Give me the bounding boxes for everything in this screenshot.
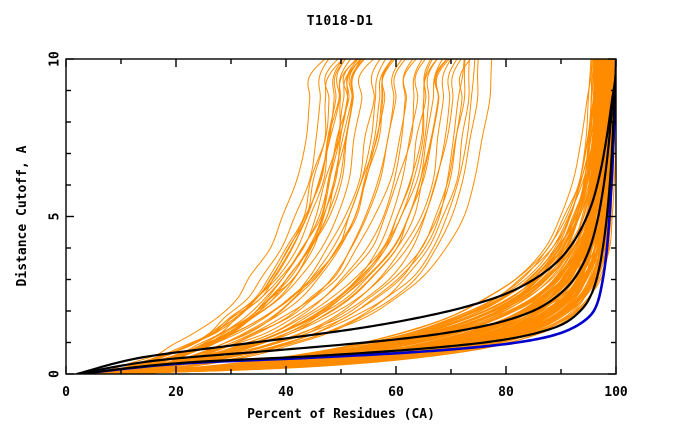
x-tick-label: 40 (278, 385, 294, 400)
page-title: T1018-D1 (306, 14, 374, 29)
prediction-curve (96, 59, 605, 374)
axes-group: 0 20 40 60 80 100 0 5 10 (48, 51, 628, 400)
reference-curve-reference-black-3 (75, 59, 616, 374)
prediction-curve (110, 59, 476, 374)
prediction-curves-group (75, 59, 616, 374)
prediction-curve (108, 59, 472, 374)
prediction-curve (90, 59, 597, 374)
x-tick-label: 80 (498, 385, 514, 400)
prediction-curve (94, 59, 339, 374)
x-tick-label: 0 (62, 385, 70, 400)
prediction-curve (97, 59, 359, 374)
prediction-curve (91, 59, 347, 374)
y-tick-label: 10 (48, 51, 63, 67)
x-tick-label: 60 (388, 385, 404, 400)
prediction-curve (88, 59, 344, 374)
prediction-curve (107, 59, 427, 374)
prediction-curve (77, 59, 601, 374)
prediction-curve (93, 59, 375, 374)
prediction-curve (111, 59, 462, 374)
x-tick-label: 20 (168, 385, 184, 400)
x-axis-title: Percent of Residues (CA) (247, 407, 435, 422)
y-tick-label: 0 (48, 370, 63, 378)
prediction-curve (86, 59, 326, 374)
prediction-curve (90, 59, 449, 374)
prediction-curve (106, 59, 387, 374)
reference-curve-reference-black-2 (75, 59, 616, 374)
prediction-curve (112, 59, 432, 374)
prediction-curve (82, 59, 438, 374)
prediction-curve (88, 59, 352, 374)
prediction-curve (89, 59, 381, 374)
prediction-curve (108, 59, 363, 374)
prediction-curve (112, 59, 479, 374)
y-axis-title: Distance Cutoff, A (15, 145, 30, 286)
prediction-curve (95, 59, 609, 374)
prediction-curve (102, 59, 403, 374)
prediction-curve (111, 59, 362, 374)
prediction-curve (107, 59, 452, 374)
y-tick-label: 5 (48, 213, 63, 221)
x-tick-label: 100 (604, 385, 628, 400)
prediction-curve (80, 59, 448, 374)
reference-curve-reference-black-1 (78, 59, 616, 374)
